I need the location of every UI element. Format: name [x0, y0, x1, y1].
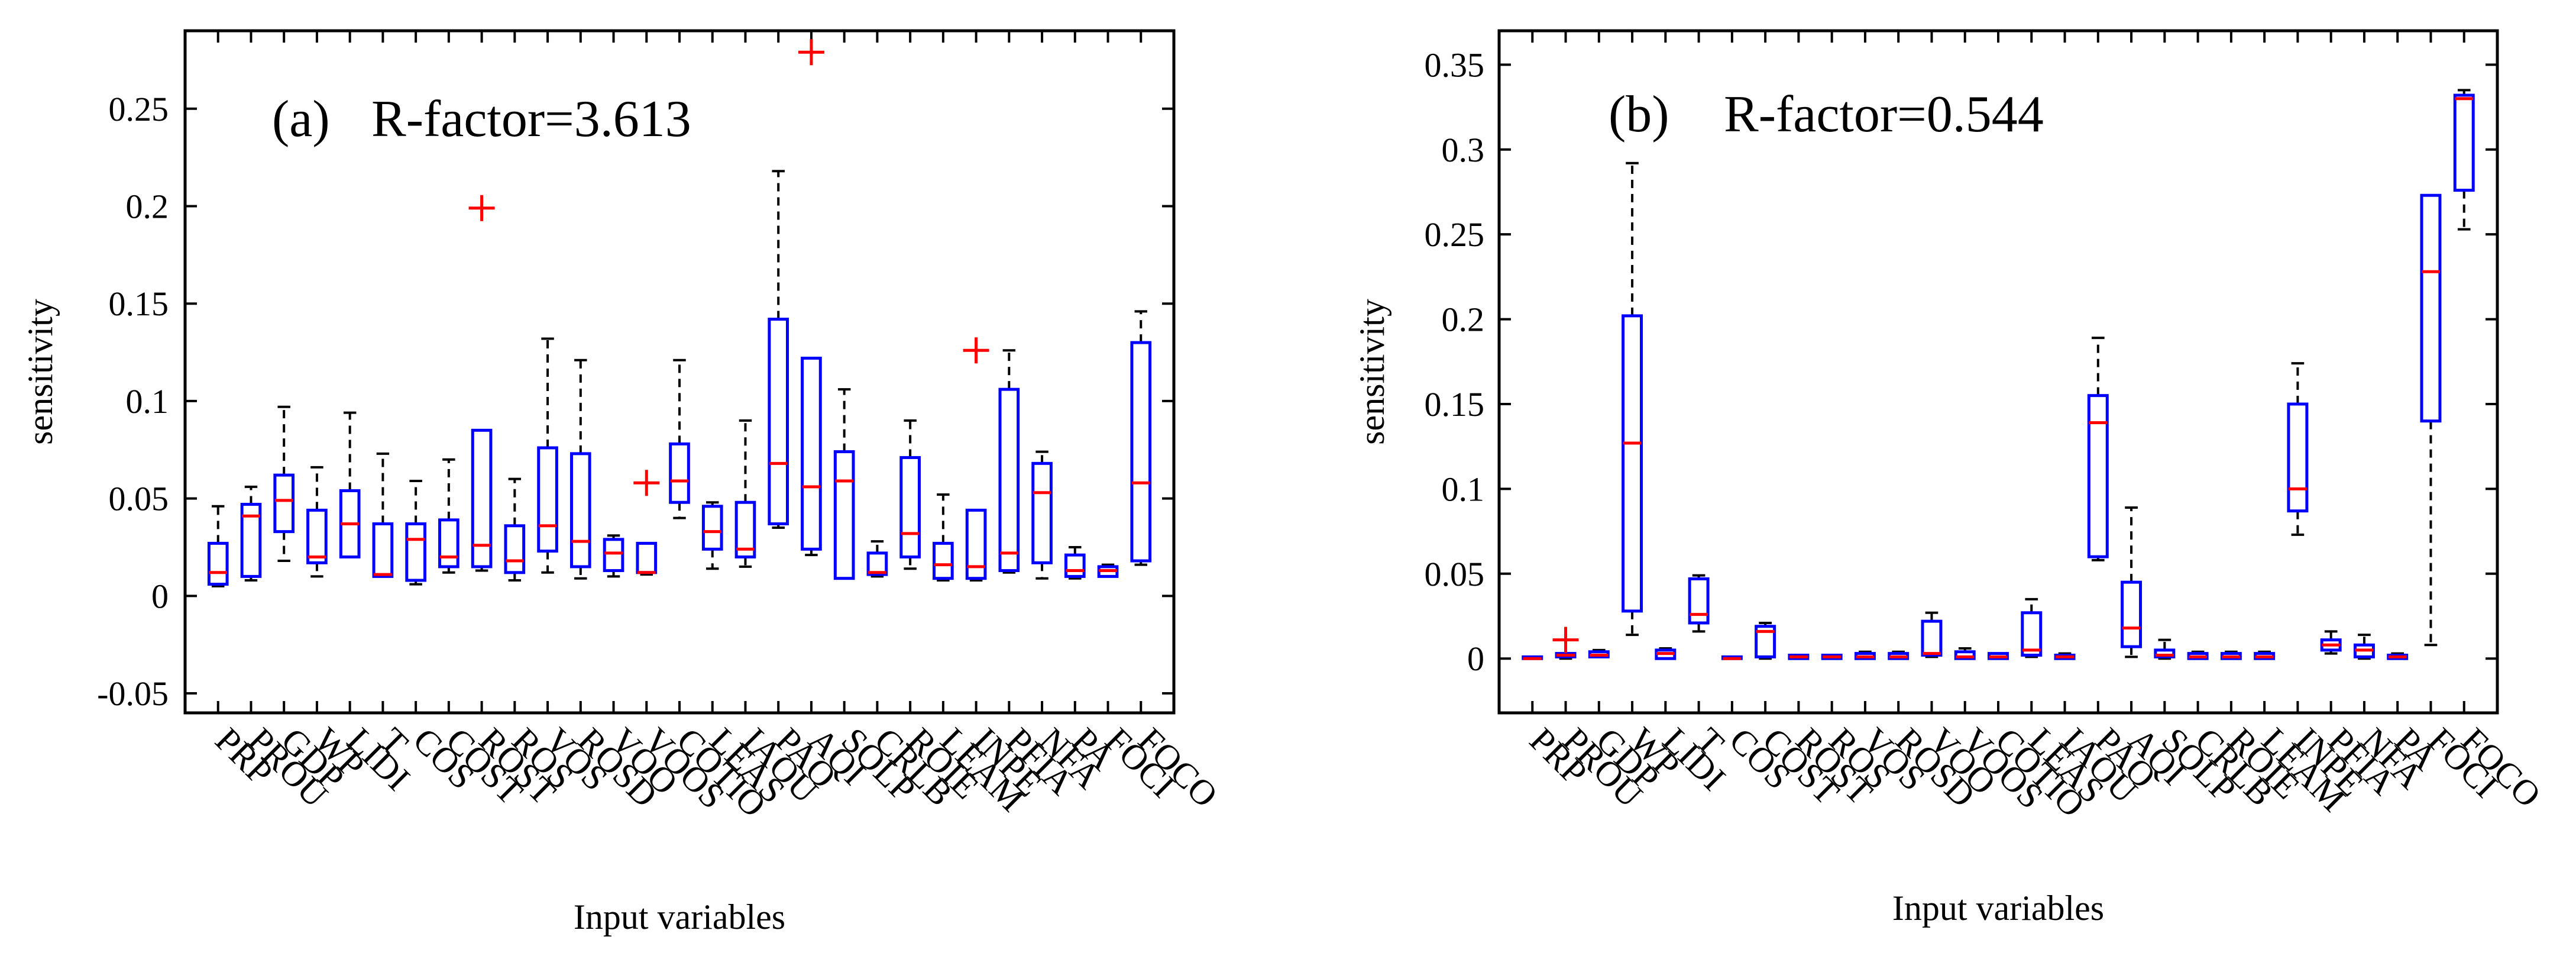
y-tick-label: 0.2 [126, 187, 169, 225]
y-tick-label: 0.25 [109, 90, 169, 128]
box-iqr [701, 505, 723, 551]
y-tick-label: 0.1 [126, 382, 169, 421]
y-tick-label: 0.15 [1425, 385, 1485, 424]
box-iqr [2087, 394, 2109, 558]
box-iqr [504, 524, 526, 574]
box-iqr [2021, 611, 2043, 657]
box-iqr [537, 446, 558, 553]
panel-label: (b) [1609, 86, 1669, 143]
panel-label: (a) [272, 91, 330, 148]
y-tick-label: 0.35 [1425, 46, 1485, 84]
y-tick-label: 0 [1467, 640, 1484, 678]
y-tick-label: 0.05 [109, 480, 169, 518]
box-iqr [1688, 577, 1710, 625]
box-iqr [207, 541, 229, 586]
outlier-marker [798, 39, 824, 66]
box-iqr [471, 428, 493, 569]
box-iqr [2154, 648, 2176, 658]
box-iqr [866, 551, 888, 576]
y-tick-label: 0.25 [1425, 215, 1485, 254]
box-iqr [768, 318, 789, 525]
outlier-marker [1552, 626, 1579, 653]
box-iqr [1921, 619, 1943, 657]
box-iqr [405, 522, 426, 582]
panel-b-boxplot: 00.050.10.150.20.250.30.35PRPPROUGDPWPLI… [1352, 29, 2548, 928]
box-iqr [734, 500, 756, 558]
box-iqr [2287, 402, 2309, 513]
box-iqr [1755, 625, 1776, 658]
chart-title: R-factor=3.613 [371, 91, 691, 148]
box-iqr [899, 456, 921, 558]
y-tick-label: 0.2 [1442, 301, 1485, 339]
x-axis-title: Input variables [1892, 889, 2104, 928]
y-tick-label: -0.05 [97, 674, 169, 713]
outlier-marker [963, 337, 989, 364]
y-axis-title: sensitivity [1352, 299, 1391, 445]
y-tick-label: 0.15 [109, 285, 169, 323]
y-axis-title: sensitivity [21, 299, 60, 445]
box-iqr [801, 356, 822, 551]
box-iqr [1622, 314, 1643, 613]
box-iqr [636, 541, 658, 574]
chart-title: R-factor=0.544 [1724, 86, 2044, 143]
box-iqr [998, 387, 1020, 573]
box-iqr [1130, 341, 1152, 563]
box-iqr [1954, 650, 1976, 660]
box-iqr [438, 518, 459, 569]
box-iqr [669, 442, 690, 504]
outlier-marker [468, 195, 495, 221]
y-tick-label: 0.1 [1442, 470, 1485, 508]
outlier-marker [633, 470, 660, 496]
box-iqr [1031, 461, 1053, 564]
box-iqr [833, 450, 855, 580]
box-iqr [933, 541, 954, 580]
box-iqr [306, 508, 328, 564]
box-iqr [1064, 553, 1086, 578]
box-iqr [2420, 193, 2442, 423]
box-iqr [2121, 580, 2143, 648]
box-iqr [240, 503, 262, 578]
box-iqr [965, 508, 987, 580]
x-axis-title: Input variables [574, 897, 785, 936]
box-iqr [372, 522, 394, 578]
y-tick-label: 0.05 [1425, 555, 1485, 593]
box-iqr [273, 473, 295, 534]
box-iqr [569, 452, 591, 569]
y-tick-label: 0.3 [1442, 131, 1485, 169]
y-tick-label: 0 [151, 577, 169, 615]
box-iqr [2453, 93, 2475, 192]
panel-a-boxplot: -0.0500.050.10.150.20.25PRPPROUGDPWPLIDI… [21, 29, 1225, 936]
box-iqr [603, 538, 624, 573]
